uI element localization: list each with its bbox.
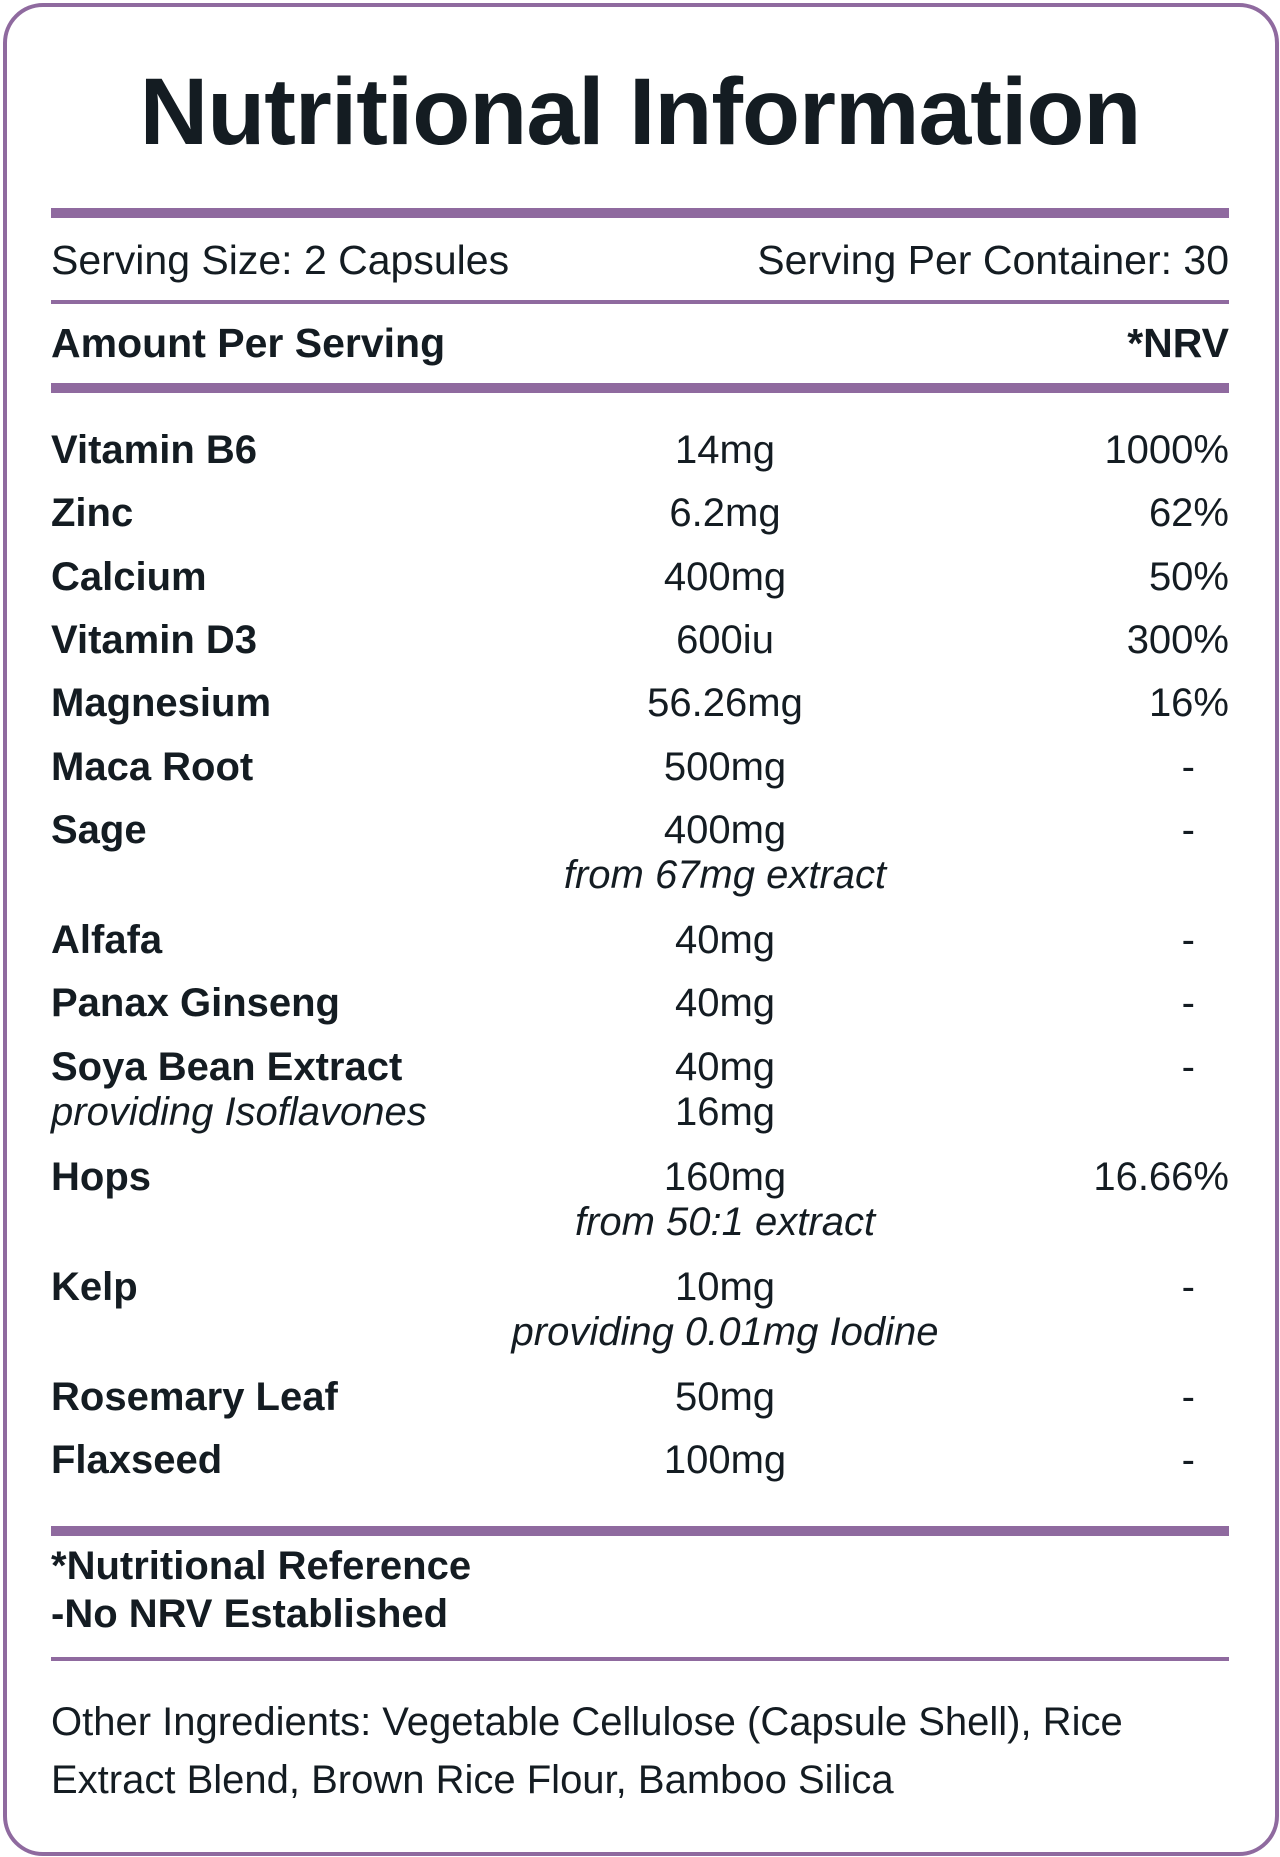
nutrient-amount: 14mg (674, 428, 776, 472)
nutrient-row: Sage 400mg from 67mg extract - (51, 800, 1229, 910)
nutrient-row: Magnesium 56.26mg 16% (51, 673, 1229, 737)
nutrient-name: Hops (51, 1155, 151, 1199)
serving-size: Serving Size: 2 Capsules (51, 237, 510, 283)
nutrient-nrv: 16.66% (1093, 1155, 1229, 1199)
nutrient-row: Vitamin B6 14mg 1000% (51, 420, 1229, 483)
nutrient-row: Maca Root 500mg - (51, 737, 1229, 800)
nutrient-name: Rosemary Leaf (51, 1375, 338, 1419)
nutrient-name: Zinc (51, 491, 134, 535)
divider-top (51, 208, 1229, 218)
nutrient-amount: 40mg (674, 981, 776, 1025)
nutrient-row: Zinc 6.2mg 62% (51, 483, 1229, 547)
nutrient-nrv: - (1181, 745, 1195, 789)
nutrient-nrv: - (1181, 808, 1195, 852)
nutrient-nrv: - (1181, 918, 1195, 962)
nutrient-nrv: - (1181, 1375, 1195, 1419)
no-nrv-footnote: -No NRV Established (51, 1592, 449, 1636)
nrv-footnote: *Nutritional Reference (51, 1544, 472, 1588)
nutrient-name: Calcium (51, 555, 207, 599)
nutrient-amount: 56.26mg (647, 681, 803, 725)
nutrient-amount-note: from 67mg extract (563, 853, 887, 897)
nutrient-name: Sage (51, 808, 147, 852)
nutrient-name: Flaxseed (51, 1438, 223, 1482)
divider-footnotes (51, 1526, 1229, 1536)
nutrient-amount: 10mg (674, 1265, 776, 1309)
nutrient-name: Soya Bean Extract (51, 1045, 403, 1089)
nutrient-row: Kelp 10mg providing 0.01mg Iodine - (51, 1257, 1229, 1367)
nutrient-amount: 40mg (674, 918, 776, 962)
nutrient-name: Panax Ginseng (51, 981, 340, 1025)
nutrient-amount: 400mg (663, 808, 787, 852)
nutrient-nrv: - (1181, 1045, 1195, 1089)
divider-serving (51, 300, 1229, 304)
nutrient-amount: 50mg (674, 1375, 776, 1419)
nutrient-nrv: 16% (1148, 681, 1229, 725)
nutrient-name-note: providing Isoflavones (51, 1090, 427, 1134)
nutrient-amount: 100mg (663, 1438, 787, 1482)
nutrient-amount: 6.2mg (669, 491, 781, 535)
nutrient-row: Calcium 400mg 50% (51, 547, 1229, 610)
page-title: Nutritional Information (139, 59, 1142, 165)
nutrient-nrv: 300% (1126, 618, 1229, 662)
nutrient-name: Vitamin B6 (51, 428, 257, 472)
nutrient-name: Vitamin D3 (51, 618, 257, 662)
nutrient-amount: 160mg (663, 1155, 787, 1199)
nutrient-nrv: - (1181, 981, 1195, 1025)
nutrient-amount-note: providing 0.01mg Iodine (511, 1310, 939, 1354)
nutrient-row: Panax Ginseng 40mg - (51, 973, 1229, 1037)
nutrient-amount: 500mg (663, 745, 787, 789)
nutrient-nrv: 50% (1148, 555, 1229, 599)
nutrient-row: Vitamin D3 600iu 300% (51, 610, 1229, 673)
nutrient-name: Kelp (51, 1265, 138, 1309)
nutrient-name: Alfafa (51, 918, 163, 962)
nutrient-name: Magnesium (51, 681, 272, 725)
nutrient-row: Hops 160mg from 50:1 extract 16.66% (51, 1147, 1229, 1257)
nutrient-name: Maca Root (51, 745, 254, 789)
amount-header-row: Amount Per Serving *NRV (51, 313, 1229, 373)
nutrient-row: Alfafa 40mg - (51, 910, 1229, 973)
amount-per-serving-label: Amount Per Serving (51, 320, 446, 366)
nutrient-amount-note: 16mg (674, 1090, 776, 1134)
nutrient-row: Soya Bean Extract providing Isoflavones 40… (51, 1037, 1229, 1147)
serving-row: Serving Size: 2 Capsules Serving Per Con… (51, 230, 1229, 290)
nutrient-nrv: - (1181, 1438, 1195, 1482)
nutrient-amount: 600iu (676, 618, 774, 662)
nrv-label: *NRV (1127, 320, 1229, 366)
nutrient-nrv: 62% (1148, 491, 1229, 535)
nutrition-panel (3, 3, 1279, 1856)
divider-other (51, 1657, 1229, 1661)
nutrient-row: Rosemary Leaf 50mg - (51, 1367, 1229, 1430)
nutrient-amount: 40mg (674, 1045, 776, 1089)
nutrient-amount-note: from 50:1 extract (574, 1200, 876, 1244)
nutrient-row: Flaxseed 100mg - (51, 1430, 1229, 1493)
footnotes: *Nutritional Reference -No NRV Establish… (51, 1542, 471, 1638)
divider-header (51, 383, 1229, 393)
nutrient-amount: 400mg (663, 555, 787, 599)
nutrient-nrv: - (1181, 1265, 1195, 1309)
nutrient-nrv: 1000% (1104, 428, 1229, 472)
servings-per-container: Serving Per Container: 30 (757, 237, 1229, 283)
other-ingredients: Other Ingredients: Vegetable Cellulose (… (51, 1700, 1123, 1802)
